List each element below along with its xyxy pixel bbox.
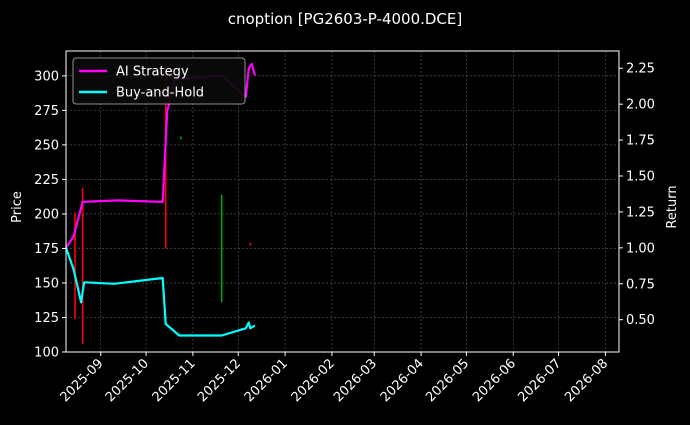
- plot-frame: [65, 50, 620, 353]
- legend-label: AI Strategy: [116, 65, 189, 80]
- legend-label: Buy-and-Hold: [116, 86, 204, 101]
- x-tick-label: 2026-02: [289, 356, 338, 405]
- y-tick-label-left: 200: [34, 207, 59, 222]
- y-tick-label-right: 0.75: [626, 277, 655, 292]
- y-tick-label-right: 1.00: [626, 241, 655, 256]
- x-tick-label: 2025-12: [195, 356, 244, 405]
- y-tick-label-left: 125: [34, 311, 59, 326]
- y-tick-label-right: 2.25: [626, 62, 655, 77]
- legend-box: [72, 57, 246, 105]
- y-tick-label-right: 2.00: [626, 98, 655, 113]
- x-tick-label: 2026-05: [423, 356, 472, 405]
- y-tick-label-right: 1.25: [626, 205, 655, 220]
- x-tick-label: 2026-01: [242, 356, 291, 405]
- legend: AI Strategy Buy-and-Hold: [72, 57, 246, 105]
- y-tick-label-left: 300: [34, 69, 59, 84]
- x-tick-label: 2026-08: [562, 356, 611, 405]
- y-tick-label-left: 225: [34, 173, 59, 188]
- axes: 2025-092025-102025-112025-122026-012026-…: [34, 62, 655, 406]
- x-tick-label: 2026-07: [515, 356, 564, 405]
- x-tick-label: 2026-04: [378, 356, 427, 405]
- y-tick-label-right: 1.50: [626, 169, 655, 184]
- x-tick-label: 2025-09: [58, 356, 107, 405]
- y-tick-label-left: 150: [34, 276, 59, 291]
- y-tick-label-left: 100: [34, 346, 59, 361]
- grid-lines: [66, 51, 619, 353]
- y-tick-label-left: 175: [34, 242, 59, 257]
- y-tick-label-right: 1.75: [626, 134, 655, 149]
- x-tick-label: 2025-11: [150, 356, 199, 405]
- chart-title: cnoption [PG2603-P-4000.DCE]: [228, 10, 463, 28]
- series-line: [64, 247, 256, 337]
- x-tick-label: 2026-06: [470, 356, 519, 405]
- y-tick-label-left: 250: [34, 138, 59, 153]
- y-tick-label-left: 275: [34, 104, 59, 119]
- y-axis-label-right: Return: [665, 185, 680, 228]
- series-lines: [64, 62, 256, 337]
- x-tick-label: 2026-03: [331, 356, 380, 405]
- y-axis-label-left: Price: [10, 191, 25, 223]
- y-tick-label-right: 0.50: [626, 313, 655, 328]
- x-tick-label: 2025-10: [103, 356, 152, 405]
- price-bars: [74, 66, 252, 344]
